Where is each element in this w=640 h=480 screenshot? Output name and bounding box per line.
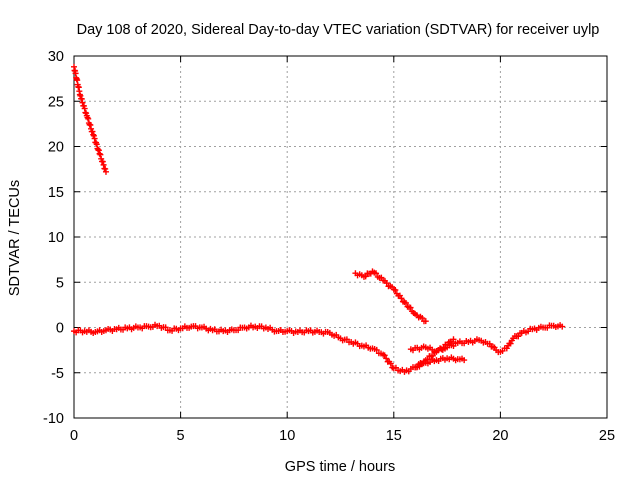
data-point [90,132,97,139]
data-points [71,63,566,375]
data-point [91,135,98,142]
data-point [95,147,102,154]
x-tick-label: 15 [386,428,402,444]
x-tick-label: 0 [70,428,78,444]
data-point [97,151,104,158]
data-point [387,360,394,367]
data-point [85,115,92,122]
x-tick-label: 25 [599,428,615,444]
data-point [383,355,390,362]
data-point [429,352,436,359]
y-tick-label: 30 [48,49,64,65]
x-axis-label: GPS time / hours [285,459,395,475]
data-point [507,340,514,347]
data-point [162,324,169,331]
series-early-decline [71,63,109,175]
chart-title: Day 108 of 2020, Sidereal Day-to-day VTE… [77,22,600,38]
data-point [422,318,429,325]
data-point [84,114,91,121]
data-point [407,304,414,311]
series-rising-branch [412,336,457,371]
y-tick-label: 20 [48,140,64,156]
data-point [383,280,390,287]
data-point [102,168,109,175]
grid [74,56,607,418]
axes-ticks: 0 5 10 15 20 25 -10 -5 0 5 10 15 20 25 30 [43,49,615,444]
data-point [413,364,420,371]
data-point [402,299,409,306]
data-point [450,336,457,343]
x-tick-label: 5 [177,428,185,444]
y-tick-label: 25 [48,94,64,110]
data-point [373,346,380,353]
x-tick-label: 10 [279,428,295,444]
data-point [419,315,426,322]
data-point [93,141,100,148]
y-tick-label: -5 [51,366,64,382]
series-main-trace [71,321,468,375]
data-point [81,105,88,112]
data-point [424,356,431,363]
data-point [515,333,522,340]
data-point [461,357,468,364]
data-point [96,150,103,157]
data-point [381,352,388,359]
data-point [100,161,107,168]
y-tick-label: 10 [48,230,64,246]
data-point [559,323,566,330]
y-axis-label: SDTVAR / TECUs [7,180,23,296]
y-tick-label: -10 [43,411,64,427]
data-point [102,165,109,172]
data-point [99,158,106,165]
data-point [87,121,94,128]
series-evening-trace [407,322,566,356]
data-point [398,295,405,302]
x-tick-label: 20 [492,428,508,444]
y-tick-label: 15 [48,185,64,201]
y-tick-label: 5 [56,275,64,291]
series-afternoon-segment [352,268,429,325]
data-point [90,131,97,138]
data-point [373,270,380,277]
data-point [79,99,86,106]
y-tick-label: 0 [56,321,64,337]
data-point [392,287,399,294]
data-point [89,128,96,135]
data-point [78,95,85,102]
data-point [77,92,84,99]
